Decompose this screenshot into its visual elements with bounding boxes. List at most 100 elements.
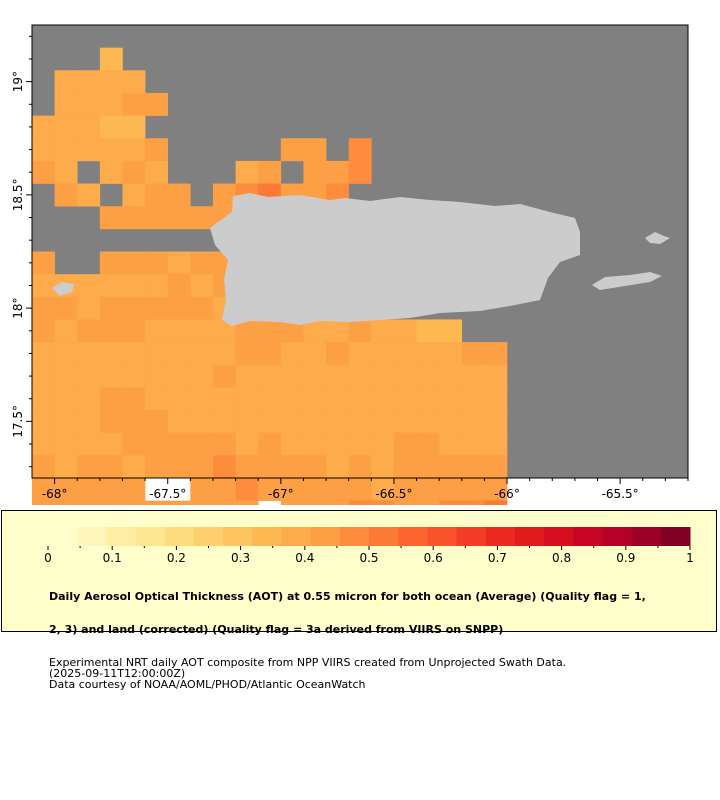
aot-cell <box>280 138 304 162</box>
colorbar-swatch <box>223 527 253 546</box>
aot-cell <box>190 206 214 230</box>
aot-cell <box>99 432 123 456</box>
aot-cell <box>461 410 485 433</box>
aot-cell <box>122 319 146 343</box>
aot-cell <box>280 342 304 366</box>
aot-cell <box>303 410 327 433</box>
aot-cell <box>190 364 214 388</box>
aot-cell <box>461 387 485 411</box>
aot-cell <box>212 387 236 411</box>
colorbar-swatch <box>106 527 137 546</box>
aot-cell <box>439 342 463 366</box>
aot-cell <box>371 478 395 501</box>
aot-cell <box>54 432 78 456</box>
colorbar-swatch <box>514 527 545 546</box>
aot-cell <box>145 92 169 116</box>
aot-cell <box>145 319 169 343</box>
aot-cell <box>326 342 349 366</box>
aot-cell <box>280 455 304 479</box>
aot-cell <box>99 115 123 139</box>
aot-cell <box>416 387 440 411</box>
aot-cell <box>32 432 55 456</box>
aot-cell <box>122 500 146 505</box>
aot-cell <box>326 410 349 433</box>
aot-cell <box>99 47 123 71</box>
aot-cell <box>461 342 485 366</box>
colorbar-swatch <box>631 527 662 546</box>
aot-cell <box>416 478 440 501</box>
aot-cell <box>439 364 463 388</box>
aot-cell <box>122 432 146 456</box>
aot-cell <box>258 160 282 184</box>
aot-cell <box>122 251 146 275</box>
aot-cell <box>122 387 146 411</box>
aot-cell <box>167 274 191 298</box>
aot-cell <box>235 342 259 366</box>
mona-island <box>52 282 74 296</box>
aot-cell <box>212 319 236 343</box>
colorbar-tick-label: 0.6 <box>424 551 443 565</box>
aot-cell <box>167 251 191 275</box>
aot-cell <box>99 138 123 162</box>
aot-cell <box>77 138 101 162</box>
aot-cell <box>235 432 259 456</box>
aot-cell <box>258 478 282 501</box>
aot-cell <box>393 478 417 501</box>
aot-cell <box>461 455 485 479</box>
aot-cell <box>77 274 101 298</box>
aot-cell <box>371 342 395 366</box>
aot-cell <box>212 478 236 501</box>
aot-cell <box>416 500 440 505</box>
aot-cell <box>416 364 440 388</box>
aot-cell <box>145 138 169 162</box>
aot-cell <box>145 251 169 275</box>
aot-cell <box>258 410 282 433</box>
aot-cell <box>167 410 191 433</box>
aot-cell <box>258 364 282 388</box>
aot-cell <box>190 500 214 505</box>
aot-cell <box>190 387 214 411</box>
legend-title: Daily Aerosol Optical Thickness (AOT) at… <box>49 569 689 657</box>
colorbar-swatch <box>252 527 282 546</box>
aot-cell <box>167 387 191 411</box>
aot-cell <box>235 364 259 388</box>
aot-heatmap <box>32 47 508 505</box>
aot-cell <box>190 478 214 501</box>
colorbar-swatch <box>369 527 399 546</box>
aot-cell <box>484 387 508 411</box>
legend-text: Daily Aerosol Optical Thickness (AOT) at… <box>49 569 689 690</box>
aot-cell <box>439 319 463 343</box>
aot-cell <box>416 432 440 456</box>
aot-cell <box>212 500 236 505</box>
y-tick-label: 18.5° <box>11 179 25 212</box>
colorbar-swatch <box>281 527 312 546</box>
aot-cell <box>32 342 55 366</box>
aot-cell <box>99 160 123 184</box>
aot-cell <box>99 455 123 479</box>
aot-cell <box>303 160 327 184</box>
x-tick-label: -67° <box>268 487 294 501</box>
aot-cell <box>416 455 440 479</box>
aot-cell <box>235 387 259 411</box>
aot-cell <box>32 478 55 501</box>
colorbar-tick-label: 0.5 <box>359 551 378 565</box>
aot-cell <box>258 387 282 411</box>
aot-cell <box>167 296 191 320</box>
aot-cell <box>303 387 327 411</box>
aot-cell <box>348 319 372 343</box>
aot-cell <box>54 70 78 94</box>
legend-timestamp: (2025-09-11T12:00:00Z) <box>49 667 186 680</box>
colorbar-tick-label: 0.3 <box>231 551 250 565</box>
aot-cell <box>32 410 55 433</box>
aot-cell <box>303 138 327 162</box>
aot-cell <box>190 410 214 433</box>
aot-cell <box>235 478 259 501</box>
colorbar-tick-label: 0.9 <box>616 551 635 565</box>
aot-cell <box>190 455 214 479</box>
aot-cell <box>99 342 123 366</box>
aot-cell <box>77 296 101 320</box>
aot-cell <box>280 319 304 343</box>
aot-cell <box>145 160 169 184</box>
aot-cell <box>32 160 55 184</box>
aot-cell <box>77 115 101 139</box>
